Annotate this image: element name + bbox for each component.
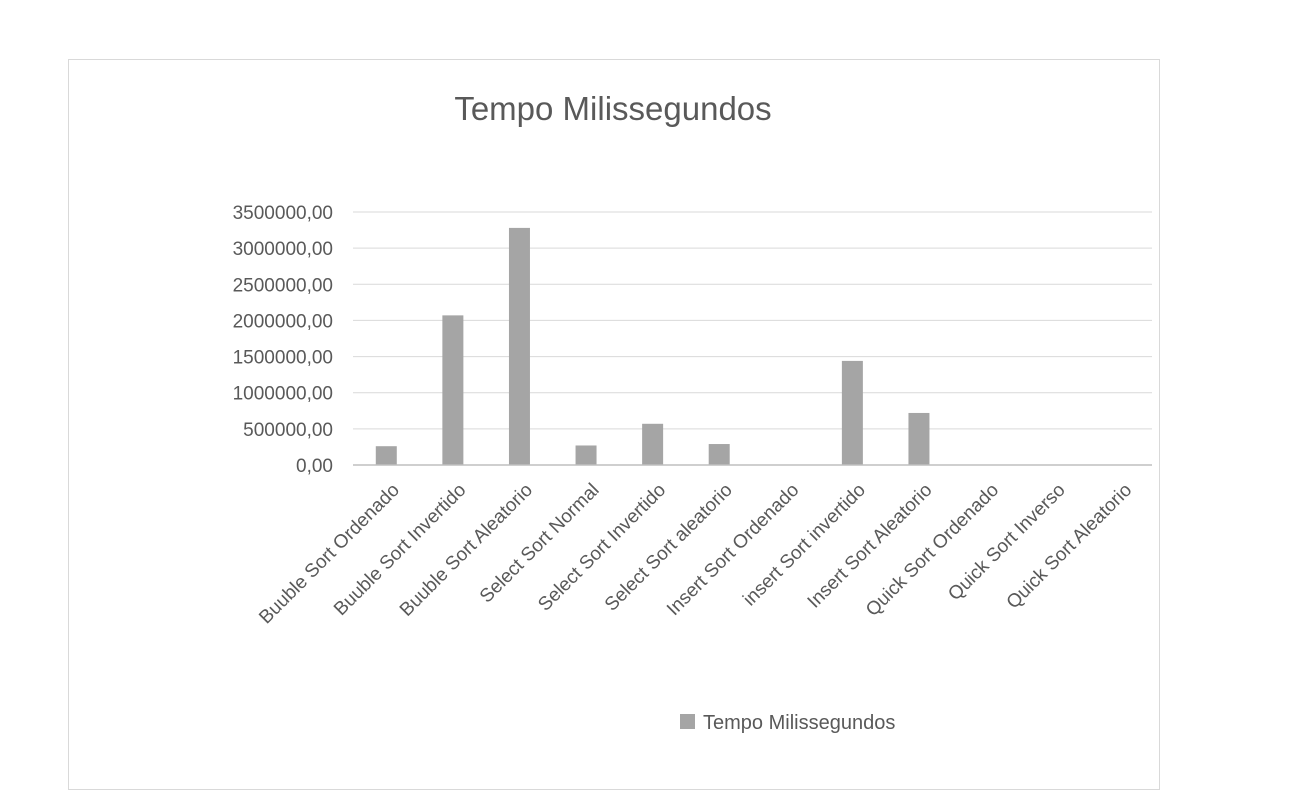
y-tick-label: 3500000,00 bbox=[233, 203, 333, 224]
legend-swatch bbox=[680, 714, 695, 729]
y-tick-label: 3000000,00 bbox=[233, 239, 333, 260]
x-tick-label: Select Sort Invertido bbox=[534, 480, 670, 616]
bar bbox=[508, 227, 530, 465]
y-tick-label: 2500000,00 bbox=[233, 275, 333, 296]
bar bbox=[575, 445, 597, 465]
x-tick-label: Quick Sort Inverso bbox=[944, 480, 1069, 605]
y-tick-label: 0,00 bbox=[296, 456, 333, 477]
x-tick-label: Buuble Sort Invertido bbox=[330, 480, 470, 620]
x-tick-label: Select Sort aleatorio bbox=[601, 480, 737, 616]
x-tick-label: Select Sort Normal bbox=[476, 480, 604, 608]
x-tick-label: Quick Sort Ordenado bbox=[862, 480, 1003, 621]
x-tick-label: insert Sort invertido bbox=[739, 480, 870, 611]
x-tick-label: Insert Sort Aleatorio bbox=[804, 480, 937, 613]
y-axis-ticks: 0,00 500000,00 1000000,00 1500000,00 2000000… bbox=[233, 203, 333, 477]
y-tick-label: 1000000,00 bbox=[233, 384, 333, 405]
bar bbox=[642, 423, 664, 465]
bar bbox=[908, 412, 930, 465]
bars bbox=[375, 227, 930, 465]
chart-title: Tempo Milissegundos bbox=[454, 90, 771, 127]
bar bbox=[708, 444, 730, 465]
x-tick-label: Insert Sort Ordenado bbox=[663, 480, 803, 620]
x-tick-label: Buuble Sort Aleatorio bbox=[396, 480, 537, 621]
bar bbox=[442, 315, 464, 465]
gridlines bbox=[353, 211, 1152, 430]
bar-chart: Tempo Milissegundos 0,00 500000,00 1000000… bbox=[233, 90, 1152, 734]
y-tick-label: 500000,00 bbox=[243, 420, 333, 441]
legend: Tempo Milissegundos bbox=[680, 712, 895, 734]
bar bbox=[375, 446, 397, 465]
legend-label: Tempo Milissegundos bbox=[703, 712, 895, 734]
bar bbox=[841, 360, 863, 465]
y-tick-label: 1500000,00 bbox=[233, 348, 333, 369]
y-tick-label: 2000000,00 bbox=[233, 311, 333, 332]
x-tick-label: Quick Sort Aleatorio bbox=[1003, 480, 1137, 614]
chart-frame: Tempo Milissegundos 0,00 500000,00 1000000… bbox=[68, 59, 1160, 790]
